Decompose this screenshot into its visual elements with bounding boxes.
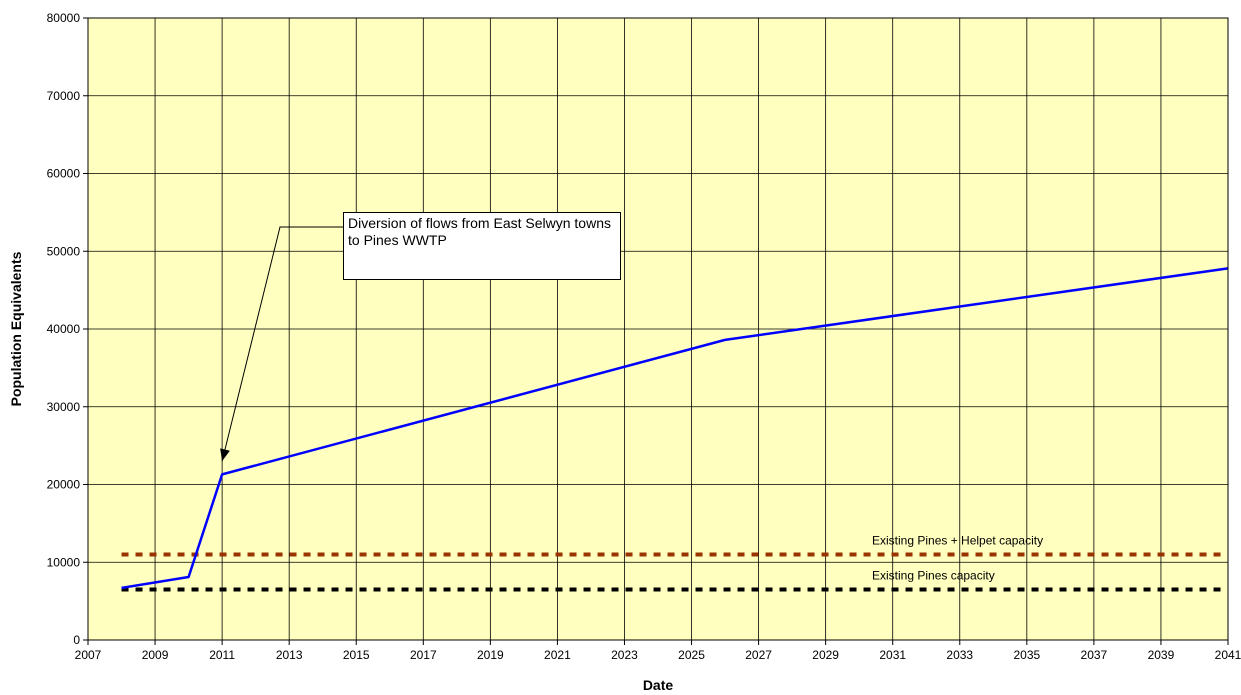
x-tick-label: 2017 xyxy=(410,648,437,662)
x-tick-label: 2041 xyxy=(1215,648,1241,662)
y-tick-label: 40000 xyxy=(47,322,81,336)
reference-lines xyxy=(121,552,1228,592)
reference-line-labels: Existing Pines + Helpet capacity Existing… xyxy=(872,533,1043,582)
y-axis-title: Population Equivalents xyxy=(8,251,24,406)
x-tick-label: 2039 xyxy=(1148,648,1175,662)
y-tick-label: 80000 xyxy=(47,11,81,25)
reference-line-label: Existing Pines + Helpet capacity xyxy=(872,533,1043,547)
annotation-callout: Diversion of flows from East Selwyn town… xyxy=(343,212,621,280)
x-tick-label: 2029 xyxy=(812,648,839,662)
x-tick-label: 2011 xyxy=(209,648,235,662)
x-tick-label: 2037 xyxy=(1081,648,1108,662)
series-layer xyxy=(121,267,1229,590)
x-tick-label: 2027 xyxy=(745,648,772,662)
y-tick-label: 70000 xyxy=(47,89,81,103)
x-tick-label: 2021 xyxy=(544,648,571,662)
x-tick-label: 2009 xyxy=(142,648,169,662)
y-tick-label: 10000 xyxy=(47,555,81,569)
x-tick-label: 2025 xyxy=(678,648,705,662)
y-tick-label: 0 xyxy=(73,633,80,647)
y-tick-labels: 0 10000 20000 30000 40000 50000 60000 70000 8000… xyxy=(47,11,88,647)
x-axis-title: Date xyxy=(643,677,674,693)
y-tick-label: 60000 xyxy=(47,167,81,181)
x-tick-label: 2035 xyxy=(1013,648,1040,662)
x-tick-label: 2019 xyxy=(477,648,504,662)
x-tick-labels: 2007 2009 2011 2013 2015 2017 2019 2021 2023 2025… xyxy=(75,640,1241,662)
annotation-arrowhead xyxy=(220,448,230,462)
y-tick-label: 30000 xyxy=(47,400,81,414)
x-tick-label: 2033 xyxy=(946,648,973,662)
y-tick-label: 50000 xyxy=(47,244,81,258)
gridlines xyxy=(88,18,1228,640)
x-tick-label: 2031 xyxy=(879,648,906,662)
x-tick-label: 2013 xyxy=(276,648,303,662)
annotation-leader-line xyxy=(221,226,343,462)
x-tick-label: 2015 xyxy=(343,648,370,662)
annotation-leader xyxy=(220,226,343,462)
x-tick-label: 2007 xyxy=(75,648,102,662)
y-tick-label: 20000 xyxy=(47,478,81,492)
reference-line-label: Existing Pines capacity xyxy=(872,568,995,582)
x-tick-label: 2023 xyxy=(611,648,638,662)
